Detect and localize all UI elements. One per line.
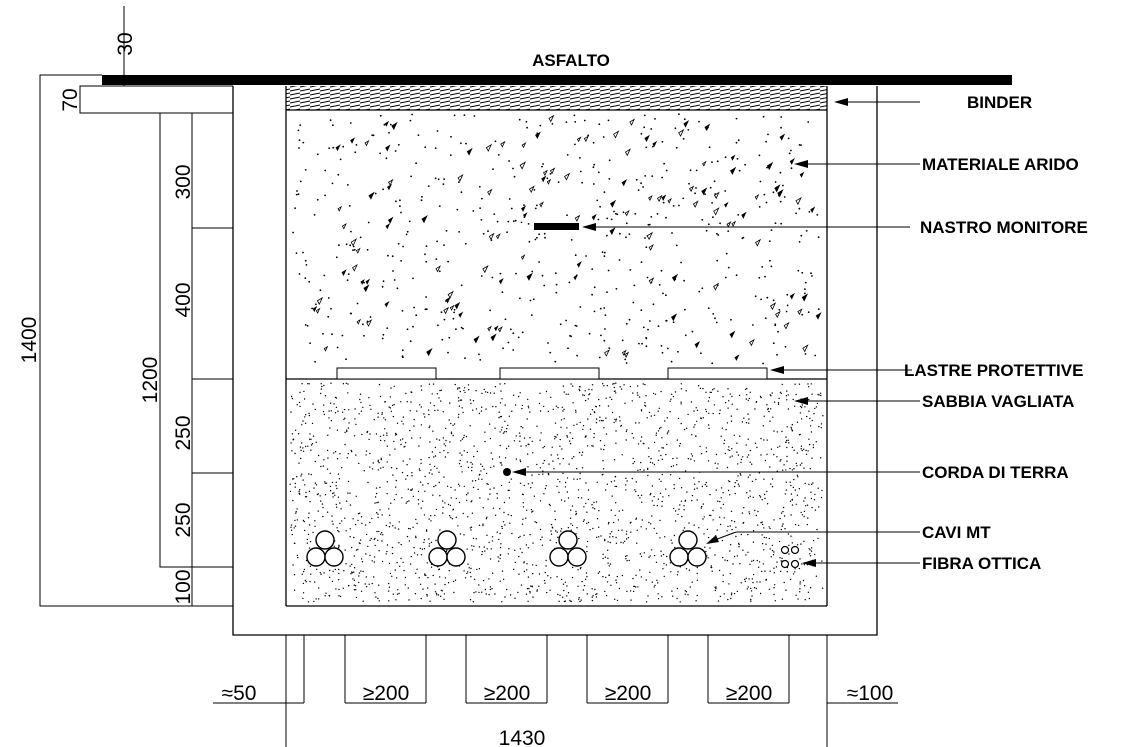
leader-fibra-ottica [802,559,920,567]
dim-gap-4: ≥200 [726,682,773,705]
dim-gap-1: ≥200 [363,682,410,705]
leader-cavi-mt [706,531,920,544]
label-fibra-ottica: FIBRA OTTICA [922,554,1041,573]
dim-total-width: 1430 [499,727,546,747]
label-sabbia-vagliata: SABBIA VAGLIATA [922,392,1074,411]
dim-250-upper: 250 [172,415,195,450]
leader-sabbia-vagliata [794,397,920,405]
binder-layer [286,86,827,110]
leader-nastro-monitore [582,223,910,231]
label-materiale-arido: MATERIALE ARIDO [922,155,1079,174]
bottom-dimension-ticks [213,635,898,747]
dim-left-50: ≈50 [222,682,257,705]
label-nastro-monitore: NASTRO MONITORE [920,218,1088,237]
leader-lastre-protettive [770,366,912,374]
sabbia-vagliata-fill [289,382,824,603]
leader-materiale-arido [794,160,920,168]
protective-slab [336,367,437,380]
leader-binder [834,98,920,106]
dim-400: 400 [172,282,195,317]
dim-gap-3: ≥200 [605,682,652,705]
cable-trefoil [669,530,707,567]
label-corda-di-terra: CORDA DI TERRA [922,463,1069,482]
leader-corda-di-terra [512,468,920,476]
cable-trefoil [549,530,587,567]
dim-300: 300 [172,164,195,199]
label-binder: BINDER [967,93,1032,112]
dim-1200: 1200 [139,357,162,404]
warning-tape [534,223,579,230]
protective-slab [667,367,768,380]
label-asfalto: ASFALTO [532,51,610,70]
dim-1400: 1400 [18,317,41,364]
label-cavi-mt: CAVI MT [922,523,991,542]
earth-wire [503,468,511,476]
dim-30: 30 [114,32,137,55]
label-lastre-protettive: LASTRE PROTETTIVE [904,361,1083,380]
dim-250-lower: 250 [172,502,195,537]
fiber-optic-ducts [780,545,800,569]
cable-trefoil [428,530,466,567]
dim-100: 100 [172,569,195,604]
asphalt-layer [102,75,1012,85]
materiale-arido-fill [292,113,822,365]
cable-trefoil [306,530,344,567]
protective-slab [499,367,600,380]
dim-gap-2: ≥200 [484,682,531,705]
dim-70: 70 [59,88,82,111]
dim-right-100: ≈100 [847,682,894,705]
